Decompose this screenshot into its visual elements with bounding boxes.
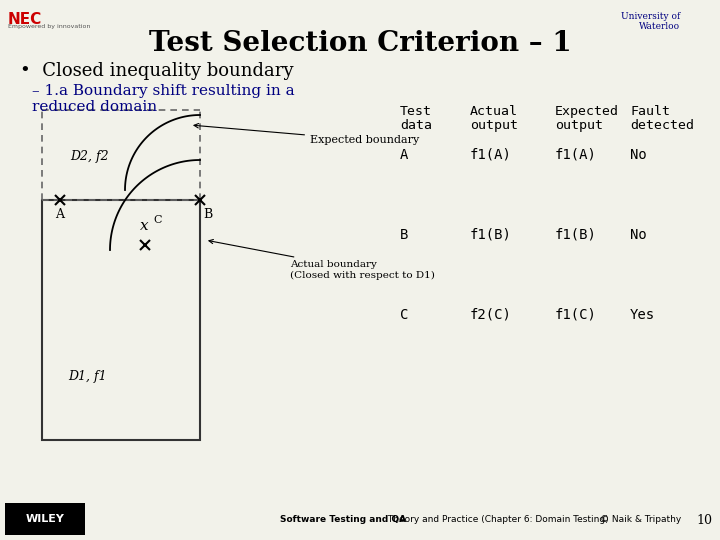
Text: f1(B): f1(B) (470, 228, 512, 242)
Text: f1(A): f1(A) (470, 148, 512, 162)
Text: – 1.a Boundary shift resulting in a
reduced domain: – 1.a Boundary shift resulting in a redu… (32, 84, 294, 114)
Text: output: output (470, 119, 518, 132)
Text: output: output (555, 119, 603, 132)
Text: A: A (400, 148, 408, 162)
Text: Fault: Fault (630, 105, 670, 118)
Text: WILEY: WILEY (26, 514, 64, 524)
Text: Expected boundary: Expected boundary (194, 124, 419, 145)
Text: © Naik & Tripathy: © Naik & Tripathy (600, 516, 681, 524)
Text: No: No (630, 228, 647, 242)
Text: Actual boundary
(Closed with respect to D1): Actual boundary (Closed with respect to … (209, 239, 435, 280)
Text: B: B (203, 208, 212, 221)
Text: Theory and Practice (Chapter 6: Domain Testing): Theory and Practice (Chapter 6: Domain T… (385, 516, 608, 524)
Text: f1(B): f1(B) (555, 228, 597, 242)
Text: Empowered by innovation: Empowered by innovation (8, 24, 91, 29)
Text: C: C (400, 308, 408, 322)
Text: B: B (400, 228, 408, 242)
Text: •  Closed inequality boundary: • Closed inequality boundary (20, 62, 294, 80)
Text: x: x (140, 219, 148, 233)
Text: f2(C): f2(C) (470, 308, 512, 322)
Text: detected: detected (630, 119, 694, 132)
Text: f1(C): f1(C) (555, 308, 597, 322)
Bar (5, 503, 85, 535)
Text: 10: 10 (696, 514, 712, 526)
Text: A: A (55, 208, 64, 221)
Text: data: data (400, 119, 432, 132)
Text: Actual: Actual (470, 105, 518, 118)
Text: f1(A): f1(A) (555, 148, 597, 162)
Text: Test Selection Criterion – 1: Test Selection Criterion – 1 (149, 30, 571, 57)
Text: Yes: Yes (630, 308, 655, 322)
Text: Test: Test (400, 105, 432, 118)
Text: Software Testing and QA: Software Testing and QA (280, 516, 406, 524)
Text: Expected: Expected (555, 105, 619, 118)
Text: D1, f1: D1, f1 (68, 370, 107, 383)
Text: D2, f2: D2, f2 (70, 150, 109, 163)
Text: No: No (630, 148, 647, 162)
Text: University of
Waterloo: University of Waterloo (621, 12, 680, 31)
Bar (42, 200, 200, 440)
Text: C: C (153, 215, 161, 225)
Text: NEC: NEC (8, 12, 42, 27)
